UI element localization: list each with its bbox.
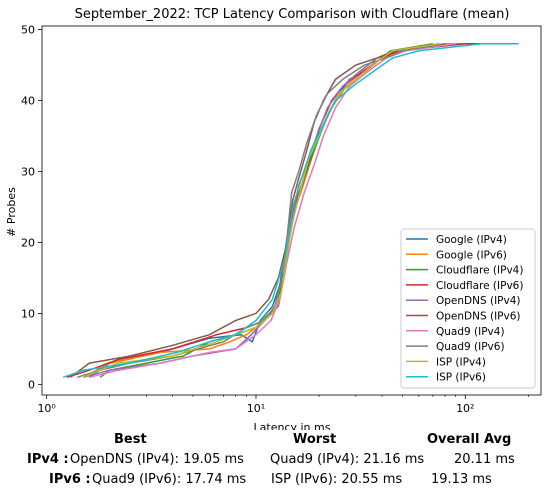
legend-label-google-ipv4: Google (IPv4) (436, 234, 507, 246)
y-tick-label: 20 (21, 236, 35, 249)
legend-box (400, 228, 536, 389)
legend-label-isp-ipv6: ISP (IPv6) (436, 372, 486, 384)
x-tick-label: 10² (456, 402, 474, 415)
legend-label-opendns-ipv6: OpenDNS (IPv6) (436, 311, 521, 323)
plot-area: 0 10 20 30 40 50 10⁰ 10¹ 10² Google (IPv4) Google … (21, 24, 542, 415)
series-line-isp-ipv4 (83, 42, 440, 378)
y-tick-label: 40 (21, 95, 35, 108)
series-line-isp-ipv6 (62, 42, 519, 379)
summary-row-ipv4-label: IPv4 : (27, 452, 69, 467)
summary-row-ipv4-avg: 20.11 ms (454, 452, 515, 467)
summary-row-ipv4-worst: Quad9 (IPv4): 21.16 ms (270, 452, 425, 467)
plot-frame (41, 25, 542, 396)
series-line-quad9-ipv4 (89, 42, 456, 379)
y-axis-label: # Probes (5, 187, 18, 237)
y-tick-label: 0 (28, 378, 35, 391)
y-tick-label: 50 (21, 24, 35, 37)
legend-label-cloudflare-ipv6: Cloudflare (IPv6) (436, 280, 523, 292)
latency-chart: September_2022: TCP Latency Comparison w… (5, 7, 542, 430)
summary-row-ipv6-label: IPv6 : (49, 472, 91, 487)
series-line-cloudflare-ipv4 (99, 42, 434, 378)
legend-label-isp-ipv4: ISP (IPv4) (436, 356, 486, 368)
legend-label-quad9-ipv4: Quad9 (IPv4) (436, 326, 505, 338)
summary-header-best: Best (114, 432, 147, 447)
chart-title: September_2022: TCP Latency Comparison w… (75, 7, 510, 22)
y-tick-label: 10 (21, 307, 35, 320)
summary-row-ipv6-avg: 19.13 ms (431, 472, 492, 487)
summary-header-worst: Worst (293, 432, 337, 447)
x-tick-label: 10⁰ (37, 402, 56, 415)
legend-label-opendns-ipv4: OpenDNS (IPv4) (436, 295, 521, 307)
legend-label-quad9-ipv6: Quad9 (IPv6) (436, 341, 505, 353)
series-line-quad9-ipv6 (76, 42, 446, 379)
summary-row-ipv6-worst: ISP (IPv6): 20.55 ms (271, 472, 403, 487)
summary-row-ipv6-best: Quad9 (IPv6): 17.74 ms (92, 472, 247, 487)
legend-label-cloudflare-ipv4: Cloudflare (IPv4) (436, 265, 523, 277)
y-tick-label: 30 (21, 165, 35, 178)
summary-row-ipv4-best: OpenDNS (IPv4): 19.05 ms (70, 452, 244, 467)
legend-label-google-ipv6: Google (IPv6) (436, 249, 507, 261)
x-axis-label: Latency in ms (254, 421, 331, 430)
x-tick-label: 10¹ (247, 402, 265, 415)
summary-header-avg: Overall Avg (427, 432, 512, 447)
